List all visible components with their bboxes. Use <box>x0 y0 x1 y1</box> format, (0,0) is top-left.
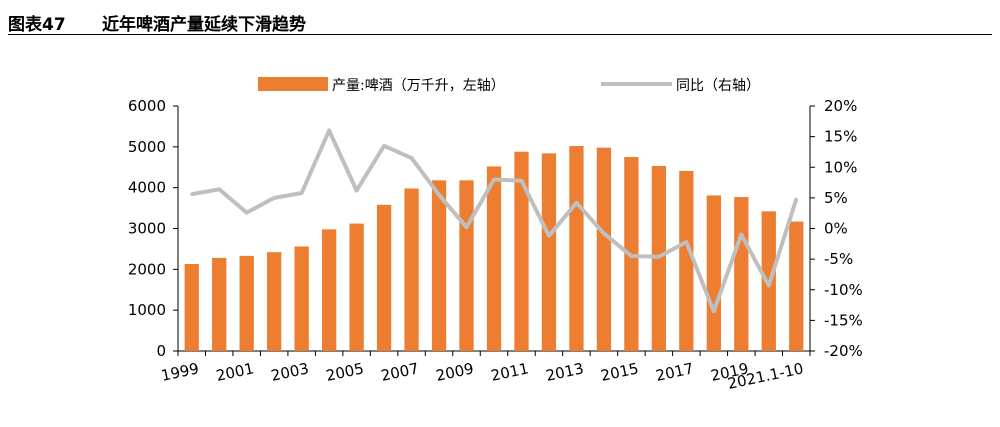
x-tick-label: 1999 <box>159 359 200 385</box>
line-point <box>602 231 606 235</box>
line-point <box>519 179 524 183</box>
bar <box>459 180 474 351</box>
right-tick-label: -15% <box>824 311 863 329</box>
x-tick-label: 2009 <box>434 359 475 385</box>
right-tick-label: 20% <box>824 97 857 115</box>
bar <box>486 166 502 351</box>
line-point <box>327 128 331 133</box>
line-point <box>437 193 441 197</box>
right-tick-label: -10% <box>824 281 863 299</box>
bar <box>404 188 419 351</box>
bar <box>267 252 282 351</box>
line-point <box>190 192 194 196</box>
x-tick-label: 2015 <box>599 359 640 385</box>
bar <box>294 246 309 351</box>
x-tick-label: 2011 <box>489 359 530 385</box>
x-tick-label: 2013 <box>544 359 585 385</box>
left-tick-label: 4000 <box>128 179 166 197</box>
line-point <box>629 254 633 258</box>
left-tick-label: 5000 <box>128 138 166 156</box>
right-tick-label: 0% <box>824 220 848 238</box>
legend-line-label: 同比（右轴） <box>676 78 760 94</box>
line-point <box>712 309 716 313</box>
x-tick-label: 2017 <box>654 359 695 385</box>
figure-number: 图表47 <box>8 15 66 35</box>
right-tick-label: -20% <box>824 342 863 360</box>
x-tick-label: 2003 <box>269 359 310 385</box>
x-tick-label: 2005 <box>324 359 365 385</box>
right-tick-label: -5% <box>824 250 853 268</box>
bar <box>239 255 254 351</box>
line-point <box>355 188 359 193</box>
line-point <box>574 201 579 205</box>
legend-bar-swatch <box>258 77 328 91</box>
left-tick-label: 2000 <box>128 260 166 278</box>
figure-header: 图表47 近年啤酒产量延续下滑趋势 <box>8 4 992 35</box>
line-point <box>657 255 661 259</box>
bar <box>706 195 721 351</box>
bar <box>541 153 557 351</box>
bar <box>569 146 584 351</box>
line-point <box>492 177 496 182</box>
right-tick-label: 15% <box>824 128 857 146</box>
line-point <box>767 283 771 288</box>
line-point <box>409 156 414 160</box>
bar-series <box>184 146 804 351</box>
x-tick-label: 2007 <box>379 359 420 385</box>
figure-title: 近年啤酒产量延续下滑趋势 <box>102 15 306 35</box>
line-point <box>464 225 469 229</box>
line-series <box>190 128 799 314</box>
bar <box>212 257 227 351</box>
line-point <box>217 187 221 191</box>
x-tick-label: 2001 <box>214 359 255 385</box>
right-tick-label: 10% <box>824 158 857 176</box>
bar <box>734 197 749 351</box>
line-point <box>272 196 276 200</box>
bar <box>514 151 529 351</box>
left-tick-label: 6000 <box>128 97 166 115</box>
right-tick-label: 5% <box>824 189 848 207</box>
left-tick-label: 1000 <box>128 301 166 319</box>
line-point <box>684 240 688 244</box>
line-point <box>794 197 798 201</box>
left-tick-label: 0 <box>156 342 166 360</box>
bar <box>349 223 364 351</box>
bar <box>431 180 447 351</box>
line-point <box>245 210 249 215</box>
line-point <box>300 191 304 195</box>
line-point <box>739 233 743 237</box>
line-point <box>382 144 386 148</box>
legend-bar-label: 产量:啤酒（万千升，左轴） <box>332 78 505 94</box>
bar <box>321 229 337 351</box>
bar <box>376 204 392 351</box>
bar <box>184 264 199 351</box>
legend: 产量:啤酒（万千升，左轴） 同比（右轴） <box>258 77 760 94</box>
line-point <box>547 234 551 238</box>
bar <box>596 147 612 351</box>
bar <box>679 170 694 351</box>
left-tick-label: 3000 <box>128 220 166 238</box>
bar <box>789 221 804 351</box>
